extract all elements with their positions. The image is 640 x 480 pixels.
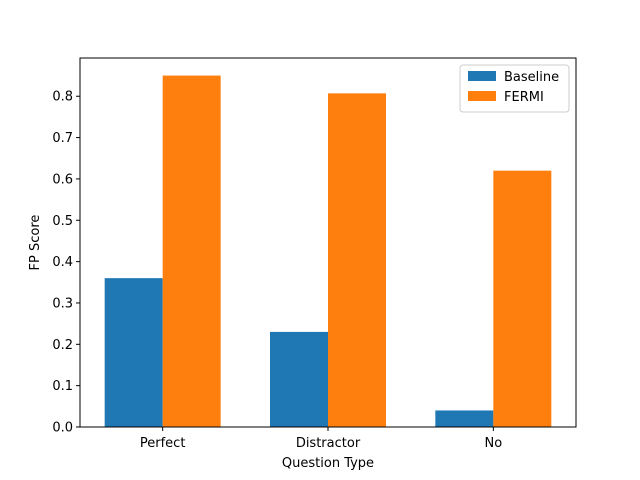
legend-swatch-baseline bbox=[468, 71, 496, 81]
y-tick-label: 0.1 bbox=[52, 379, 73, 394]
y-tick-label: 0.5 bbox=[52, 214, 73, 229]
bar-fermi-distractor bbox=[328, 93, 386, 427]
y-tick-label: 0.4 bbox=[52, 255, 73, 270]
y-tick-label: 0.7 bbox=[52, 131, 73, 146]
bars-group bbox=[104, 75, 552, 428]
bar-baseline-perfect bbox=[104, 278, 163, 427]
y-tick-label: 0.8 bbox=[52, 90, 73, 105]
legend: Baseline FERMI bbox=[459, 64, 570, 113]
bar-fermi-no bbox=[493, 170, 552, 427]
y-tick-label: 0.6 bbox=[52, 172, 73, 187]
y-tick-label: 0.0 bbox=[52, 421, 73, 436]
y-axis: 0.0 0.1 0.2 0.3 0.4 0.5 0.6 0.7 0.8 bbox=[52, 90, 80, 436]
legend-swatch-fermi bbox=[468, 91, 496, 101]
legend-label-fermi: FERMI bbox=[504, 90, 544, 105]
x-tick-label: Distractor bbox=[296, 436, 361, 451]
legend-label-baseline: Baseline bbox=[504, 70, 559, 85]
y-tick-label: 0.3 bbox=[52, 296, 73, 311]
x-tick-label: No bbox=[484, 436, 502, 451]
bar-baseline-distractor bbox=[270, 331, 328, 427]
y-tick-label: 0.2 bbox=[52, 338, 73, 353]
x-tick-label: Perfect bbox=[140, 436, 186, 451]
bar-baseline-no bbox=[435, 410, 494, 427]
y-axis-label: FP Score bbox=[28, 215, 43, 271]
x-axis: Perfect Distractor No bbox=[140, 427, 502, 451]
plot-frame bbox=[79, 57, 577, 428]
bar-fermi-perfect bbox=[162, 75, 221, 428]
x-axis-label: Question Type bbox=[282, 456, 374, 471]
